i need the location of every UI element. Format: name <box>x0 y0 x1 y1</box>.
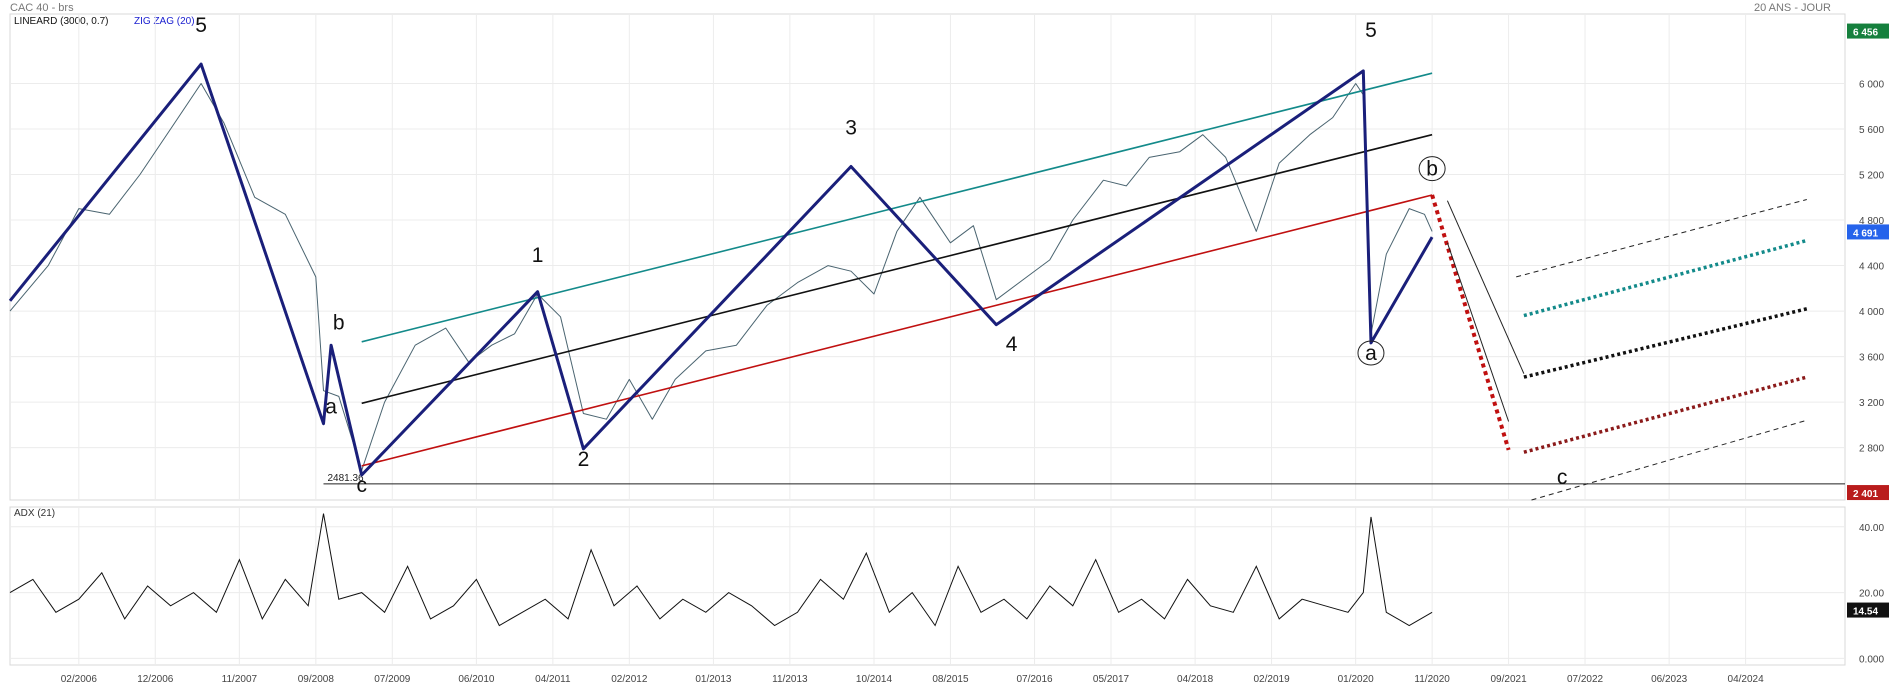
y-tick-label: 4 000 <box>1859 307 1884 318</box>
price-badge-text: 6 456 <box>1853 28 1878 39</box>
wave-label: 5 <box>195 14 207 37</box>
wave-label: c <box>356 474 367 497</box>
price-badge-text: 4 691 <box>1853 228 1878 239</box>
adx-y-tick-label: 20.00 <box>1859 589 1884 600</box>
y-tick-label: 4 800 <box>1859 216 1884 227</box>
series-projection-c <box>1430 194 1511 451</box>
series-bear-channel-a <box>1446 200 1525 374</box>
x-tick-label: 09/2008 <box>298 674 335 685</box>
x-tick-label: 05/2017 <box>1093 674 1130 685</box>
x-tick-label: 11/2020 <box>1414 674 1450 685</box>
wave-label: 3 <box>845 117 857 140</box>
x-tick-label: 01/2013 <box>695 674 732 685</box>
wave-label: a <box>325 396 337 419</box>
wave-label: c <box>1557 466 1568 489</box>
y-tick-label: 5 200 <box>1859 171 1884 182</box>
wave-label: 1 <box>532 244 544 267</box>
y-tick-label: 3 600 <box>1859 353 1884 364</box>
price-badge <box>1847 485 1889 501</box>
wave-label: 5 <box>1365 19 1377 42</box>
wave-label-circle <box>1418 156 1446 182</box>
series-adx <box>9 513 1433 627</box>
indicator-lineard-label: LINEARD (3000, 0.7) <box>14 16 109 27</box>
support-line-label: 2481.36 <box>327 473 364 484</box>
x-tick-label: 02/2019 <box>1253 674 1290 685</box>
x-tick-label: 08/2015 <box>932 674 969 685</box>
x-tick-label: 11/2013 <box>772 674 808 685</box>
y-tick-label: 2 800 <box>1859 444 1884 455</box>
series-target-black <box>1523 307 1808 379</box>
instrument-title: CAC 40 - brs <box>10 2 74 14</box>
x-tick-label: 02/2006 <box>61 674 98 685</box>
x-tick-label: 04/2011 <box>535 674 571 685</box>
series-price <box>9 83 1433 471</box>
wave-label: a <box>1365 342 1377 365</box>
price-panel-frame <box>9 13 1846 501</box>
series-channel-lower <box>361 194 1433 467</box>
wave-label: b <box>333 311 345 334</box>
wave-label: 4 <box>1006 333 1018 356</box>
wave-label: 2 <box>578 448 590 471</box>
timeframe-label: 20 ANS - JOUR <box>1753 2 1831 14</box>
adx-panel-title: ADX (21) <box>14 508 56 519</box>
x-tick-label: 11/2007 <box>222 674 258 685</box>
x-tick-label: 04/2018 <box>1177 674 1214 685</box>
x-tick-label: 07/2016 <box>1016 674 1053 685</box>
y-tick-label: 4 400 <box>1859 262 1884 273</box>
price-badge <box>1847 224 1889 240</box>
x-tick-label: 07/2022 <box>1567 674 1604 685</box>
series-channel-mid <box>361 133 1433 405</box>
wave-label-circle <box>1357 340 1385 366</box>
adx-y-tick-label: 0.000 <box>1859 654 1884 665</box>
x-tick-label: 10/2014 <box>856 674 893 685</box>
x-tick-label: 06/2010 <box>458 674 495 685</box>
indicator-zigzag-label: ZIG ZAG (20) <box>134 16 195 27</box>
series-bear-channel-b <box>1446 242 1510 422</box>
x-tick-label: 01/2020 <box>1338 674 1375 685</box>
y-tick-label: 5 600 <box>1859 125 1884 136</box>
x-tick-label: 12/2006 <box>137 674 174 685</box>
y-tick-label: 3 200 <box>1859 398 1884 409</box>
adx-badge <box>1847 602 1889 618</box>
series-target-lower <box>1531 419 1807 501</box>
x-tick-label: 04/2024 <box>1728 674 1765 685</box>
series-target-red <box>1523 375 1808 454</box>
price-badge-text: 2 401 <box>1853 489 1878 500</box>
wave-label: b <box>1426 158 1438 181</box>
x-tick-label: 09/2021 <box>1491 674 1528 685</box>
adx-panel-frame <box>9 506 1846 666</box>
adx-badge-text: 14.54 <box>1853 607 1878 618</box>
price-badge <box>1847 23 1889 39</box>
x-tick-label: 06/2023 <box>1651 674 1688 685</box>
series-zigzag <box>8 62 1434 477</box>
adx-y-tick-label: 40.00 <box>1859 523 1884 534</box>
x-tick-label: 02/2012 <box>611 674 648 685</box>
x-tick-label: 07/2009 <box>374 674 411 685</box>
series-target-teal <box>1523 238 1808 318</box>
y-tick-label: 6 000 <box>1859 79 1884 90</box>
